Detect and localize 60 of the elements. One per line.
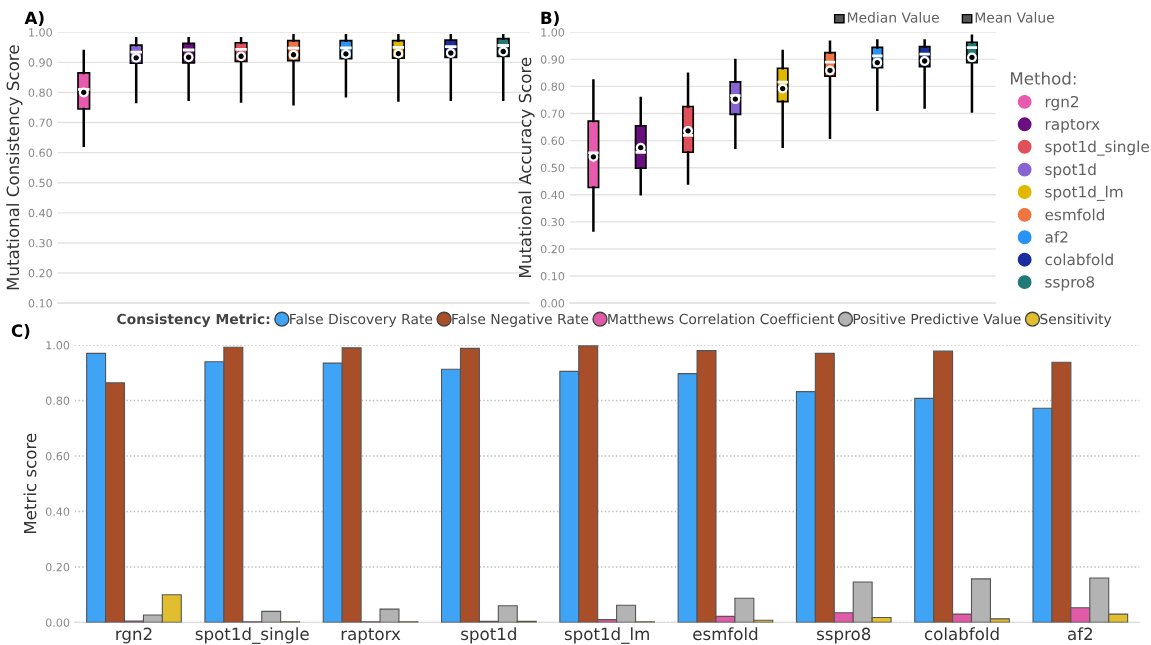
legend-title: Method: [1011,71,1076,85]
y-tick-label: 0.20 [540,244,565,254]
y-axis-title: Metric score [23,433,37,534]
legend-label: False Negative Rate [452,313,589,327]
x-tick-label: spot1d_lm [564,627,649,644]
chart-title: C) [11,324,30,339]
y-tick-label: 0.40 [28,208,52,218]
y-axis-title: Mutational Accuracy Score [518,57,535,277]
text: Mean Value [975,11,1054,23]
legend-label: spot1d_single [1045,140,1149,156]
legend-label: Matthews Correlation Coefficient [608,313,835,325]
legend-label: raptorx [1045,118,1100,133]
text: Median Value [847,11,939,23]
legend-label: sspro8 [1045,276,1095,291]
legend-label: spot1d_lm [1045,185,1123,201]
y-tick-label: 0.40 [540,190,565,200]
y-tick-label: 0.90 [540,55,565,64]
y-tick-label: 0.10 [28,299,52,308]
chart-title: B) [541,11,559,27]
legend-label: Sensitivity [1040,313,1112,327]
y-tick-label: 0.40 [45,507,70,516]
y-tick-label: 0.30 [540,217,565,227]
y-tick-label: 0.60 [28,148,52,158]
y-tick-label: 0.90 [28,58,52,67]
y-tick-label: 0.80 [45,396,70,405]
y-tick-label: 1.00 [29,28,52,37]
chart-title: A) [24,11,44,27]
legend-label: rgn2 [1045,95,1079,111]
y-tick-label: 0.50 [28,178,52,188]
y-tick-label: 0.20 [45,562,70,572]
y-tick-label: 0.60 [45,451,70,461]
y-tick-label: 0.70 [28,118,52,127]
legend-label: esmfold [1045,208,1105,221]
legend-label: Positive Predictive Value [853,313,1021,325]
x-tick-label: af2 [1068,627,1093,641]
y-tick-label: 0.70 [540,109,565,118]
legend-label: colabfold [1045,253,1113,266]
legend-label: af2 [1045,231,1068,243]
x-tick-label: sspro8 [817,627,871,644]
y-tick-label: 0.00 [540,299,565,308]
y-tick-label: 0.50 [540,163,565,173]
legend-label: False Discovery Rate [290,313,433,327]
y-tick-label: 0.30 [28,238,52,248]
y-tick-label: 0.80 [540,82,565,91]
x-tick-label: colabfold [924,627,999,641]
x-tick-label: spot1d [461,627,516,644]
x-tick-label: raptorx [341,628,401,644]
x-tick-label: spot1d_single [195,627,309,644]
y-tick-label: 0.80 [28,88,52,97]
y-tick-label: 0.20 [28,269,52,278]
x-tick-label: rgn2 [116,627,152,644]
y-tick-label: 1.00 [46,341,70,350]
y-tick-label: 1.00 [541,28,565,37]
y-tick-label: 0.10 [540,272,565,281]
y-tick-label: 0.60 [540,136,565,145]
legend-label: spot1d [1045,163,1096,179]
y-tick-label: 0.00 [45,618,70,627]
x-tick-label: esmfold [693,627,758,641]
y-axis-title: Mutational Consistency Score [6,45,23,290]
legend-title: Consistency Metric: [117,313,270,328]
